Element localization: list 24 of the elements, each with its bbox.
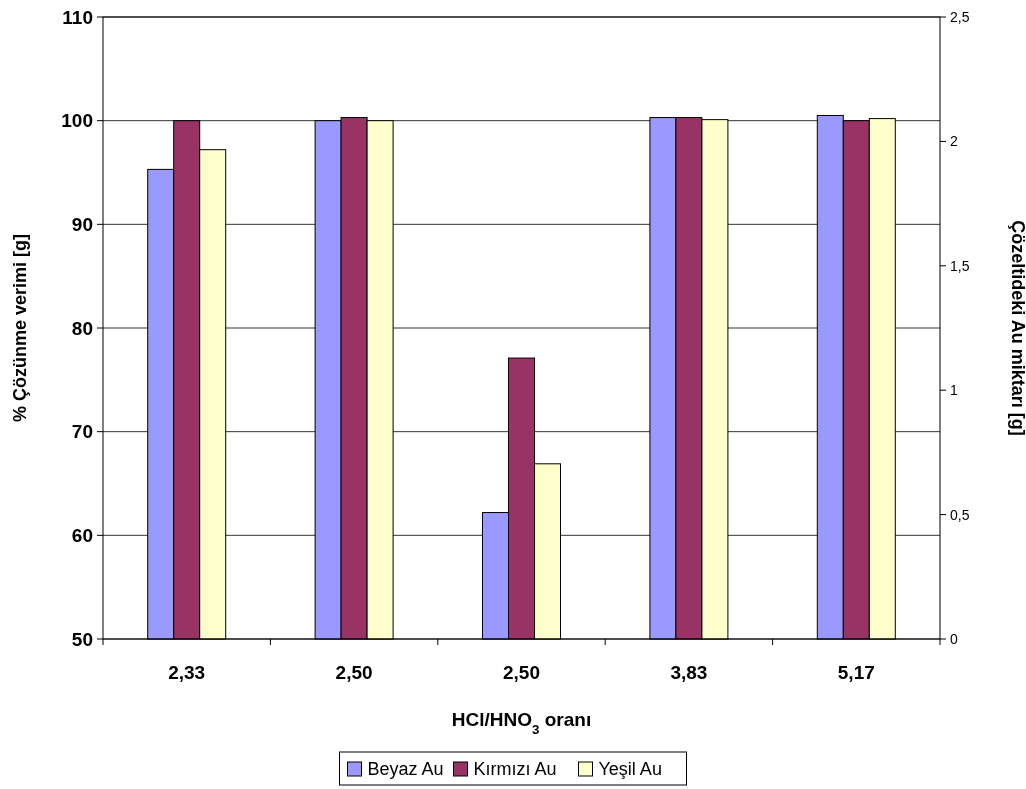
legend-label: Kırmızı Au: [473, 759, 557, 780]
y-tick-label: 80: [71, 317, 93, 339]
legend-label: Yeşil Au: [598, 759, 662, 780]
y-tick-label: 70: [71, 421, 93, 443]
y-tick-label: 100: [61, 110, 93, 132]
y2-tick-label: 1,5: [950, 257, 970, 274]
x-tick-label: 3,83: [670, 662, 708, 683]
x-tick-label: 2,33: [168, 662, 206, 683]
y2-tick-label: 0: [950, 630, 958, 647]
y2-tick-label: 2,5: [950, 8, 970, 25]
y2-axis-title: Çözeltideki Au miktarı [g]: [1008, 220, 1026, 436]
y2-tick-label: 1: [950, 382, 958, 399]
y2-tick-label: 0,5: [950, 506, 970, 523]
y2-tick-label: 2: [950, 133, 958, 150]
y-axis-title: % Çözünme verimi [g]: [10, 233, 30, 423]
x-axis-title: HCl/HNO$_{3}$ oranı: [451, 709, 592, 737]
y-tick-label: 90: [71, 213, 93, 235]
y-tick-label: 110: [62, 6, 93, 28]
y-tick-label: 50: [71, 628, 93, 650]
x-tick-label: 2,50: [503, 662, 540, 683]
legend-label: Beyaz Au: [367, 759, 444, 780]
y-tick-label: 60: [71, 524, 93, 546]
x-tick-label: 5,17: [837, 662, 875, 683]
x-tick-label: 2,50: [335, 662, 373, 683]
